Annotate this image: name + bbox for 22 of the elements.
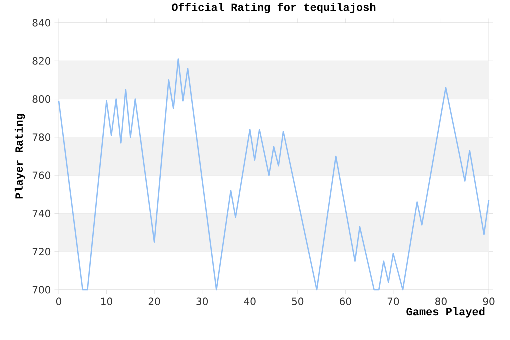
y-tick-label: 800 [32,95,51,104]
x-tick-label: 50 [292,298,304,306]
x-tick-label: 40 [244,298,256,306]
y-tick-label: 720 [32,248,51,256]
line-series [58,58,490,291]
x-tick-label: 30 [196,298,208,306]
y-axis-title: Player Rating [14,114,26,199]
chart-title: Official Rating for tequilajosh [172,3,376,14]
y-tick-label: 820 [32,57,51,65]
x-tick-label: 70 [388,298,400,306]
x-tick-label: 80 [436,298,447,306]
x-tick-label: 0 [56,298,62,306]
x-tick-label: 90 [483,298,495,306]
y-tick-label: 780 [32,134,51,142]
x-tick-label: 10 [102,298,112,306]
y-tick-label: 700 [32,286,51,294]
x-axis-title: Games Played [406,308,485,318]
y-tick-label: 840 [32,19,51,27]
y-tick-label: 760 [32,172,51,180]
x-tick-label: 20 [148,298,160,306]
y-tick-label: 740 [32,210,51,218]
x-tick-label: 60 [340,298,352,306]
